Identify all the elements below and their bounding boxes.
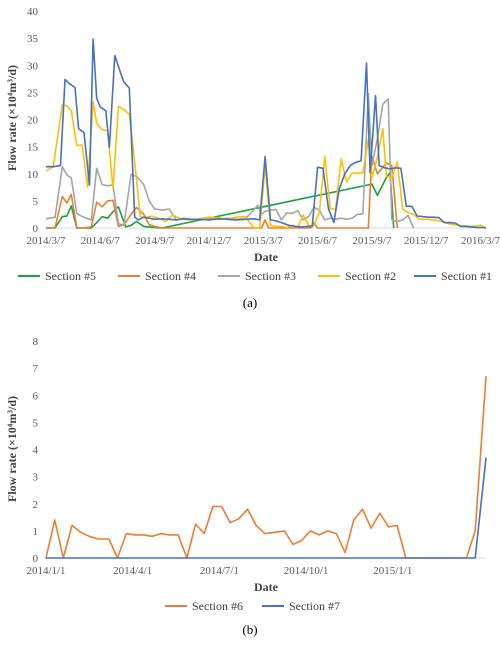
series-line-a-4 bbox=[46, 38, 487, 229]
x-tick-label-a-1: 2014/6/7 bbox=[81, 235, 121, 247]
x-tick-label-a-4: 2015/3/7 bbox=[244, 235, 284, 247]
legend-b: Section #6 Section #7 bbox=[165, 599, 340, 613]
series-line-a-2 bbox=[45, 92, 415, 229]
y-tick-label-b-6: 6 bbox=[33, 390, 39, 402]
x-tick-label-a-2: 2014/9/7 bbox=[135, 235, 175, 247]
legend-a: Section #5 Section #4 Section #3 Section #2… bbox=[18, 269, 492, 283]
y-tick-label-b-8: 8 bbox=[33, 336, 39, 348]
legend-label-a-1: Section #4 bbox=[145, 269, 196, 283]
x-tick-label-a-5: 2015/6/7 bbox=[298, 235, 338, 247]
y-tick-label-a-4: 20 bbox=[27, 115, 39, 127]
legend-label-a-2: Section #3 bbox=[245, 269, 296, 283]
legend-label-b-0: Section #6 bbox=[192, 599, 243, 613]
y-tick-label-a-6: 30 bbox=[27, 60, 39, 72]
x-axis-title-b: Date bbox=[254, 580, 279, 594]
caption-a: (a) bbox=[243, 295, 257, 310]
y-tick-label-b-4: 4 bbox=[33, 445, 39, 457]
y-ticks-b: 0 1 2 3 4 5 6 7 8 bbox=[33, 336, 39, 565]
y-tick-label-a-8: 40 bbox=[27, 6, 39, 18]
y-tick-label-a-3: 15 bbox=[27, 142, 39, 154]
x-tick-label-b-0: 2014/1/1 bbox=[26, 565, 65, 577]
x-axis-title-a: Date bbox=[254, 250, 279, 264]
x-ticks-b: 2014/1/1 2014/4/1 2014/7/1 2014/10/1 2015/1/… bbox=[26, 565, 412, 577]
y-tick-label-a-0: 0 bbox=[33, 223, 39, 235]
y-axis-title-a: Flow rate (×10⁴m³/d) bbox=[5, 65, 19, 171]
series-line-b-0 bbox=[45, 376, 487, 559]
y-tick-label-b-0: 0 bbox=[33, 553, 39, 565]
y-tick-label-b-2: 2 bbox=[33, 499, 39, 511]
y-tick-label-a-2: 10 bbox=[27, 169, 39, 181]
x-tick-label-a-6: 2015/9/7 bbox=[352, 235, 392, 247]
y-ticks-a: 0 5 10 15 20 25 30 35 40 bbox=[27, 6, 39, 235]
x-tick-label-a-3: 2014/12/7 bbox=[187, 235, 232, 247]
chart-panel-a: 0 5 10 15 20 25 30 35 40 2014/3/7 2014/6/7 2014/9/… bbox=[5, 6, 500, 310]
x-tick-label-b-1: 2014/4/1 bbox=[113, 565, 152, 577]
y-tick-label-b-3: 3 bbox=[33, 472, 39, 484]
series-line-b-1 bbox=[46, 457, 487, 559]
y-tick-label-a-1: 5 bbox=[33, 196, 39, 208]
y-axis-title-b: Flow rate (×10⁴m³/d) bbox=[5, 396, 19, 502]
x-tick-label-a-8: 2016/3/7 bbox=[461, 235, 500, 247]
series-lines-b bbox=[45, 376, 487, 559]
series-line-a-1 bbox=[45, 155, 399, 229]
series-lines-a bbox=[45, 38, 487, 229]
y-tick-label-a-7: 35 bbox=[27, 33, 39, 45]
x-tick-label-b-3: 2014/10/1 bbox=[284, 565, 329, 577]
x-tick-label-a-7: 2015/12/7 bbox=[404, 235, 449, 247]
legend-label-b-1: Section #7 bbox=[289, 599, 340, 613]
legend-label-a-3: Section #2 bbox=[345, 269, 396, 283]
y-tick-label-b-7: 7 bbox=[33, 363, 39, 375]
series-line-a-3 bbox=[45, 100, 487, 229]
caption-b: (b) bbox=[242, 622, 257, 637]
x-tick-label-a-0: 2014/3/7 bbox=[26, 235, 66, 247]
legend-label-a-0: Section #5 bbox=[45, 269, 96, 283]
y-tick-label-b-1: 1 bbox=[33, 526, 39, 538]
x-ticks-a: 2014/3/7 2014/6/7 2014/9/7 2014/12/7 2015/3/… bbox=[26, 235, 500, 247]
y-tick-label-b-5: 5 bbox=[33, 417, 39, 429]
x-tick-label-b-4: 2015/1/1 bbox=[373, 565, 412, 577]
x-tick-label-b-2: 2014/7/1 bbox=[200, 565, 239, 577]
y-tick-label-a-5: 25 bbox=[27, 87, 39, 99]
legend-label-a-4: Section #1 bbox=[441, 269, 492, 283]
series-line-a-0 bbox=[46, 171, 395, 229]
